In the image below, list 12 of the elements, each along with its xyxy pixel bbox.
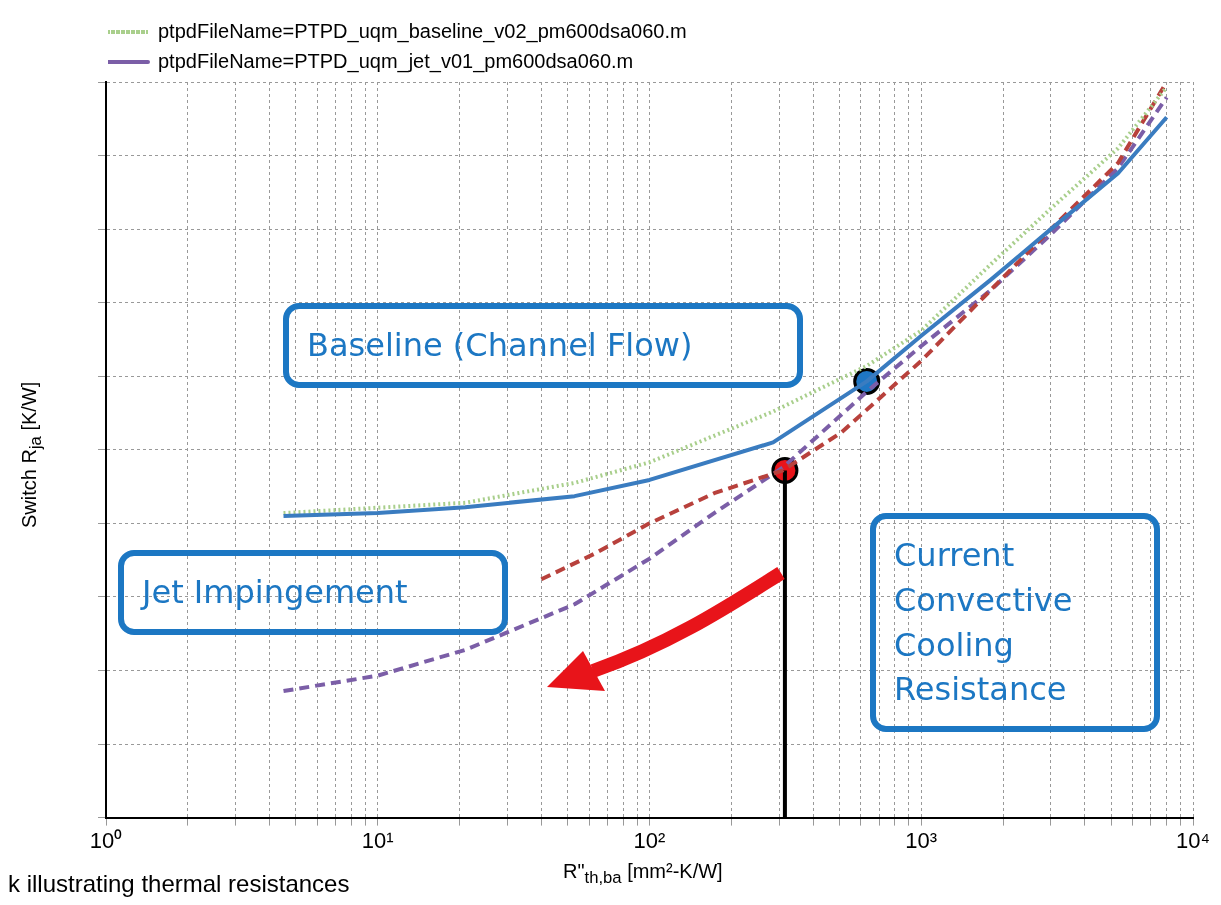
legend-label: ptpdFileName=PTPD_uqm_baseline_v02_pm600dsa060.m (158, 19, 687, 43)
x-tick-label: 10¹ (361, 827, 394, 853)
annotation: Jet Impingement (118, 550, 508, 635)
text: k illustrating thermal resistances (8, 870, 350, 898)
annotation: Current Convective Cooling Resistance (870, 513, 1160, 733)
x-tick-label: 10² (633, 827, 666, 853)
annotation: Baseline (Channel Flow) (283, 303, 803, 388)
x-tick-label: 10⁴ (1176, 827, 1210, 853)
x-tick-label: 10³ (905, 827, 938, 853)
x-axis-title: R"$_{th,ba}$ [mm²-K/W] (563, 860, 723, 888)
legend-label: ptpdFileName=PTPD_uqm_jet_v01_pm600dsa060.m (158, 49, 634, 73)
x-tick-label: 10⁰ (89, 827, 123, 853)
